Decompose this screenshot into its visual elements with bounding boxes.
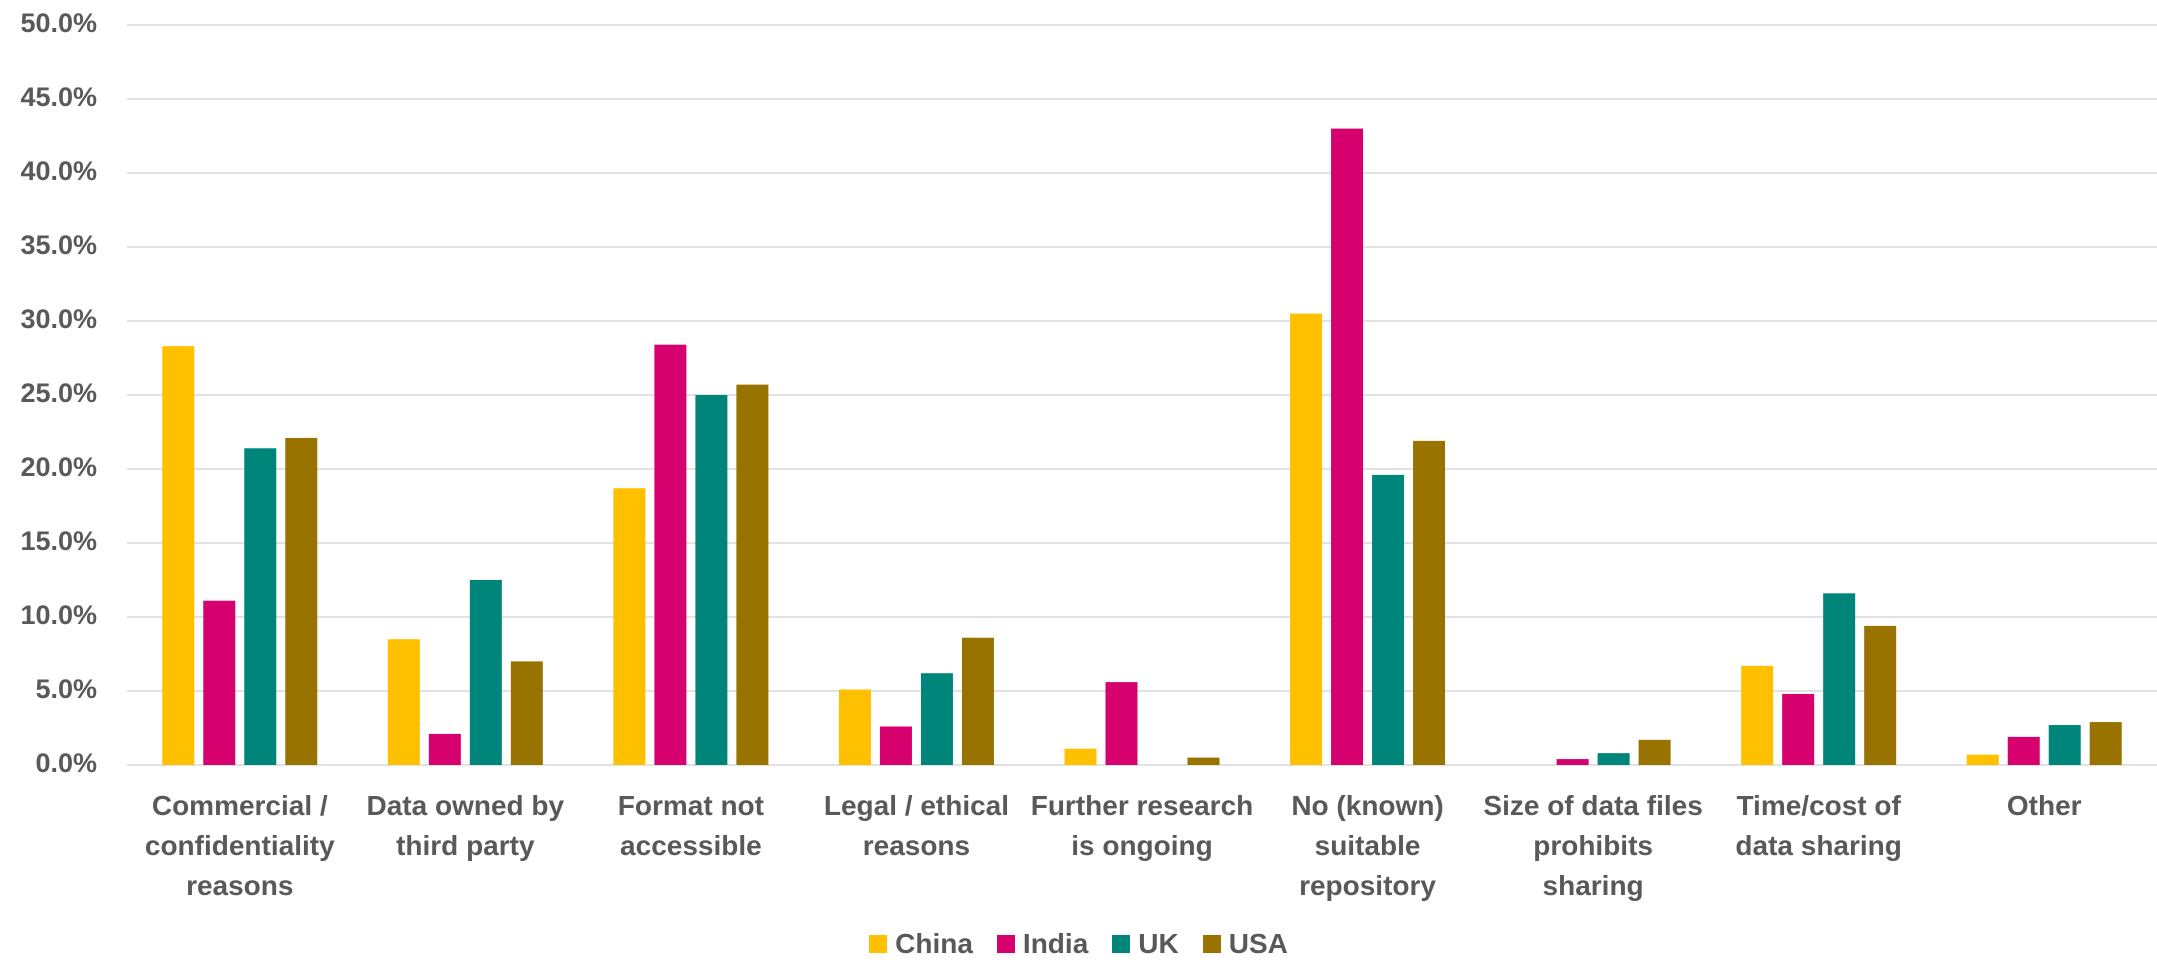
- bar: [510, 661, 543, 765]
- legend: China India UK USA: [0, 928, 2157, 960]
- y-tick-label: 15.0%: [20, 526, 97, 556]
- bar: [162, 346, 195, 765]
- legend-swatch: [869, 935, 888, 953]
- bar: [1823, 593, 1856, 765]
- bar: [1966, 754, 1999, 765]
- y-tick-label: 0.0%: [35, 748, 97, 778]
- bar: [428, 733, 461, 765]
- bar: [654, 344, 687, 765]
- y-tick-label: 45.0%: [20, 82, 97, 112]
- bar: [203, 600, 236, 765]
- bar: [1290, 313, 1323, 765]
- bar: [2089, 722, 2122, 765]
- y-tick-label: 50.0%: [20, 8, 97, 38]
- legend-swatch: [1202, 935, 1221, 953]
- bar: [1105, 682, 1138, 765]
- bar: [1372, 474, 1405, 765]
- y-tick-label: 35.0%: [20, 230, 97, 260]
- bar: [838, 689, 871, 765]
- bar: [1064, 748, 1097, 765]
- x-tick-label: Format not accessible: [617, 790, 764, 861]
- y-tick-label: 25.0%: [20, 378, 97, 408]
- y-tick-label: 30.0%: [20, 304, 97, 334]
- bar: [1597, 753, 1630, 765]
- legend-item: UK: [1112, 928, 1179, 960]
- legend-label: China: [895, 928, 973, 959]
- bar: [1741, 665, 1774, 765]
- legend-swatch: [996, 935, 1015, 953]
- bar: [1413, 440, 1446, 765]
- bar: [2048, 725, 2081, 765]
- bar: [2007, 736, 2040, 765]
- bar: [920, 673, 953, 765]
- x-tick-label: Time/cost of data sharing: [1735, 790, 1902, 861]
- legend-item: China: [869, 928, 973, 960]
- bar: [244, 448, 277, 765]
- bar: [879, 726, 912, 765]
- legend-item: USA: [1202, 928, 1288, 960]
- bar: [961, 637, 994, 765]
- y-tick-label: 10.0%: [20, 600, 97, 630]
- x-tick-label: Size of data files prohibits sharing: [1483, 790, 1703, 901]
- legend-label: UK: [1138, 928, 1179, 959]
- y-tick-label: 40.0%: [20, 156, 97, 186]
- bar: [285, 437, 318, 765]
- y-tick-label: 5.0%: [35, 674, 97, 704]
- bar: [613, 488, 646, 765]
- bar: [1331, 128, 1364, 766]
- bar: [1556, 759, 1589, 765]
- x-tick-label: Other: [2006, 790, 2082, 821]
- x-tick-label: No (known) suitable repository: [1291, 790, 1444, 901]
- x-tick-label: Data owned by third party: [366, 790, 565, 861]
- bar: [736, 384, 769, 765]
- x-tick-label: Legal / ethical reasons: [823, 790, 1010, 861]
- bar: [695, 395, 728, 765]
- x-tick-label: Further research is ongoing: [1030, 790, 1254, 861]
- bar: [387, 639, 420, 765]
- bar: [1864, 625, 1897, 765]
- legend-label: USA: [1228, 928, 1288, 959]
- bar: [1782, 693, 1815, 765]
- legend-item: India: [996, 928, 1089, 960]
- bar: [469, 580, 502, 765]
- legend-swatch: [1112, 935, 1131, 953]
- bar: [1187, 757, 1220, 765]
- bar: [1638, 739, 1671, 765]
- x-tick-label: Commercial / confidentiality reasons: [144, 790, 335, 901]
- legend-label: India: [1022, 928, 1089, 959]
- y-tick-label: 20.0%: [20, 452, 97, 482]
